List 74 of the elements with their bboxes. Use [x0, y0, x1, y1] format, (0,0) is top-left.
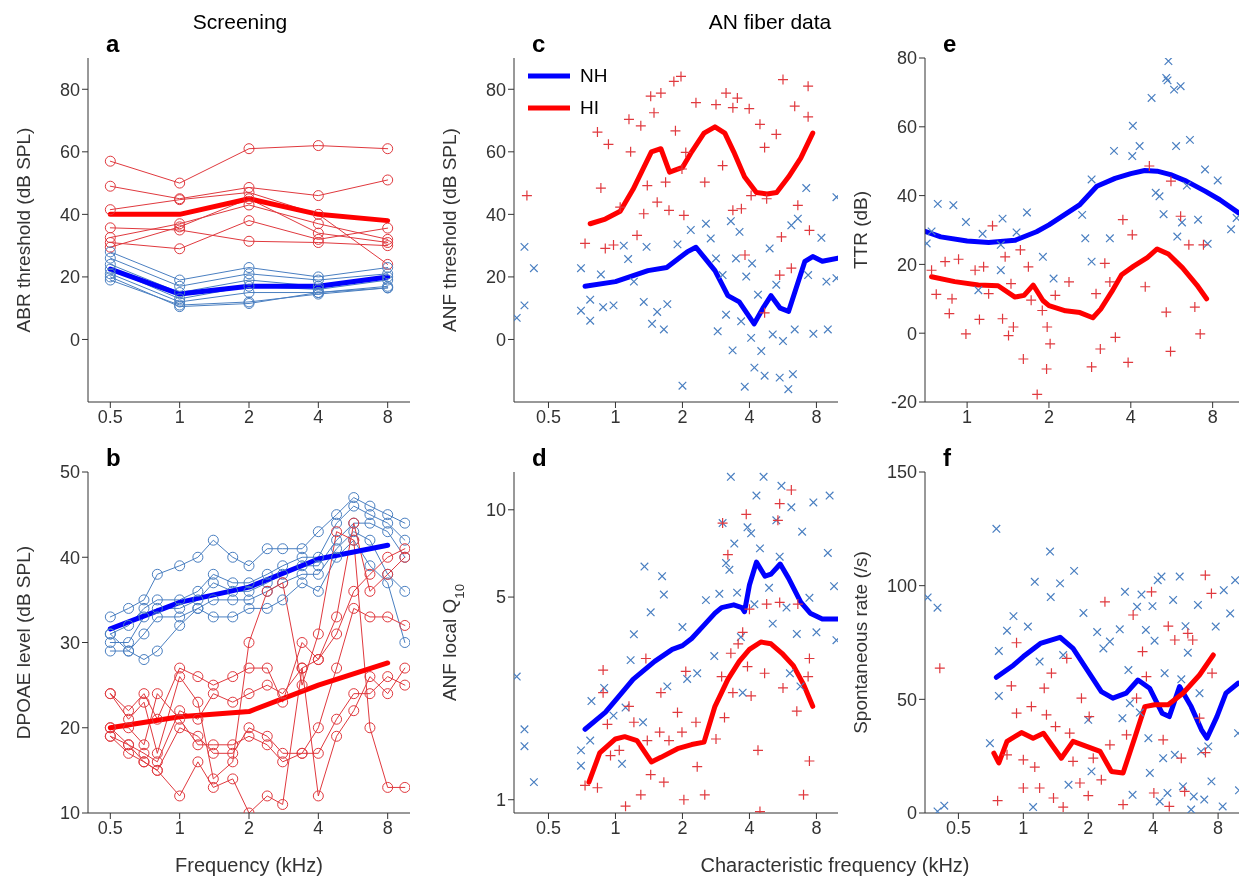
x-tick-label: 1	[174, 817, 185, 838]
x-tick-label: 4	[744, 817, 755, 838]
text: AN fiber data	[707, 10, 833, 34]
x-tick-label: 1	[610, 817, 621, 838]
y-axis-title: Spontaneous rate (/s)	[850, 551, 871, 734]
x-tick-label: 8	[1207, 406, 1218, 427]
y-tick-label: 20	[485, 267, 506, 288]
x-tick-label: 2	[243, 406, 255, 427]
chart-title: c	[532, 30, 546, 58]
x-tick-label: 4	[744, 406, 755, 427]
legend-label: HI	[580, 97, 599, 119]
x-tick-label: 8	[382, 817, 393, 838]
x-tick-label: 0.5	[97, 817, 123, 838]
y-axis-title: TTR (dB)	[850, 190, 871, 270]
y-tick-label: 30	[59, 632, 80, 653]
x-tick-label: 0.5	[535, 817, 561, 838]
y-tick-label: 60	[485, 142, 506, 163]
x-tick-label: 4	[1125, 406, 1136, 427]
y-tick-label: 80	[485, 79, 506, 100]
y-tick-label: 100	[886, 576, 917, 597]
chart-title: f	[943, 444, 951, 472]
legend-label: NH	[580, 65, 608, 87]
x-tick-label: 2	[1043, 406, 1054, 427]
x-tick-label: 8	[382, 406, 393, 427]
x-axis-title: Frequency (kHz)	[175, 854, 323, 876]
x-tick-label: 0.5	[535, 406, 561, 427]
x-tick-label: 1	[174, 406, 185, 427]
y-tick-label: 0	[906, 323, 917, 344]
x-tick-label: 8	[811, 817, 822, 838]
chart-title: a	[106, 30, 120, 58]
x-tick-label: 1	[962, 406, 973, 427]
x-tick-label: 1	[1018, 817, 1029, 838]
y-tick-label: 10	[59, 803, 80, 824]
y-tick-label: 40	[59, 204, 80, 225]
y-tick-label: 0	[906, 803, 917, 824]
y-tick-label: 40	[896, 185, 917, 206]
y-tick-label: 0	[495, 329, 506, 350]
y-tick-label: 80	[896, 48, 917, 69]
y-tick-label: -20	[890, 392, 917, 413]
y-tick-label: 20	[59, 718, 80, 739]
x-tick-label: 4	[313, 817, 324, 838]
y-tick-label: 50	[896, 689, 917, 710]
chart-title: d	[532, 444, 547, 472]
y-tick-label: 10	[485, 500, 506, 521]
x-tick-label: 2	[677, 406, 688, 427]
x-tick-label: 8	[1213, 817, 1224, 838]
y-tick-label: 50	[59, 462, 80, 483]
x-tick-label: 4	[313, 406, 324, 427]
chart-title: e	[943, 30, 957, 58]
x-tick-label: 1	[610, 406, 621, 427]
x-tick-label: 2	[243, 817, 255, 838]
y-tick-label: 20	[59, 267, 80, 288]
text: Screening	[192, 10, 288, 33]
y-tick-label: 20	[896, 254, 917, 275]
y-tick-label: 0	[69, 329, 80, 350]
x-tick-label: 2	[677, 817, 688, 838]
y-tick-label: 1	[495, 790, 506, 811]
y-tick-label: 60	[59, 142, 80, 163]
x-axis-title: Characteristic frequency (kHz)	[700, 854, 970, 876]
y-axis-title: ABR threshold (dB SPL)	[13, 127, 34, 333]
x-tick-label: 0.5	[97, 406, 123, 427]
y-tick-label: 40	[59, 547, 80, 568]
y-tick-label: 60	[896, 117, 917, 138]
x-tick-label: 2	[1083, 817, 1094, 838]
y-tick-label: 40	[485, 204, 506, 225]
y-axis-title: DPOAE level (dB SPL)	[13, 545, 34, 740]
x-tick-label: 0.5	[945, 817, 971, 838]
y-tick-label: 150	[886, 462, 917, 483]
y-tick-label: 80	[59, 79, 80, 100]
y-axis-title: ANF threshold (dB SPL)	[439, 128, 460, 332]
chart-title: b	[106, 444, 121, 472]
x-tick-label: 4	[1148, 817, 1159, 838]
x-tick-label: 8	[811, 406, 822, 427]
y-tick-label: 5	[495, 587, 506, 608]
